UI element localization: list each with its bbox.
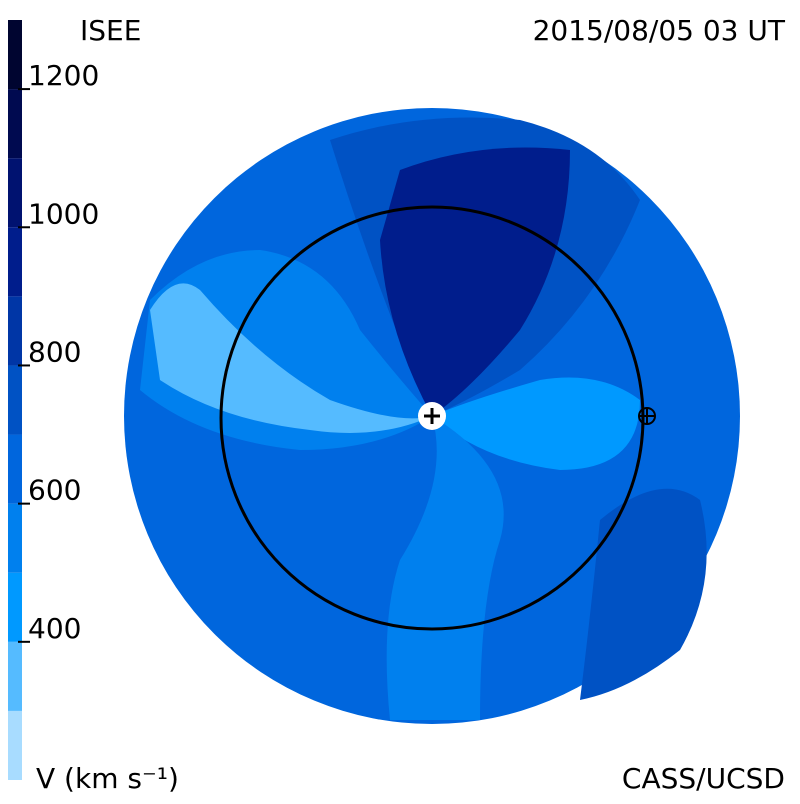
region [380, 147, 570, 416]
region [432, 377, 640, 470]
colorbar-band [8, 710, 22, 780]
colorbar-tick-label: 600 [28, 474, 81, 507]
colorbar-band [8, 20, 22, 90]
colorbar-band [8, 227, 22, 297]
colorbar-band [8, 89, 22, 159]
colorbar-band [8, 572, 22, 642]
colorbar-tick-label: 1200 [28, 59, 99, 92]
region [150, 283, 432, 433]
colorbar-band [8, 434, 22, 504]
colorbar-band [8, 296, 22, 366]
chart-title: ISEE [80, 14, 141, 47]
colorbar-tick-label: 400 [28, 612, 81, 645]
colorbar-band [8, 503, 22, 573]
colorbar-band [8, 158, 22, 228]
region [386, 416, 504, 720]
colorbar-tick-label: 800 [28, 335, 81, 368]
colorbar: 400 600 800 1000 1200 [8, 20, 99, 780]
velocity-map [124, 108, 740, 724]
credit: CASS/UCSD [622, 762, 785, 795]
colorbar-band [8, 641, 22, 711]
earth-cross [639, 408, 655, 424]
chart-subtitle: 2015/08/05 03 UT [533, 14, 786, 47]
colorbar-tick-label: 1000 [28, 197, 99, 230]
colorbar-band [8, 365, 22, 435]
region [580, 488, 707, 700]
colorbar-label: V (km s⁻¹) [36, 762, 179, 795]
earth-orbit [219, 205, 645, 631]
sun-cross [424, 408, 440, 424]
